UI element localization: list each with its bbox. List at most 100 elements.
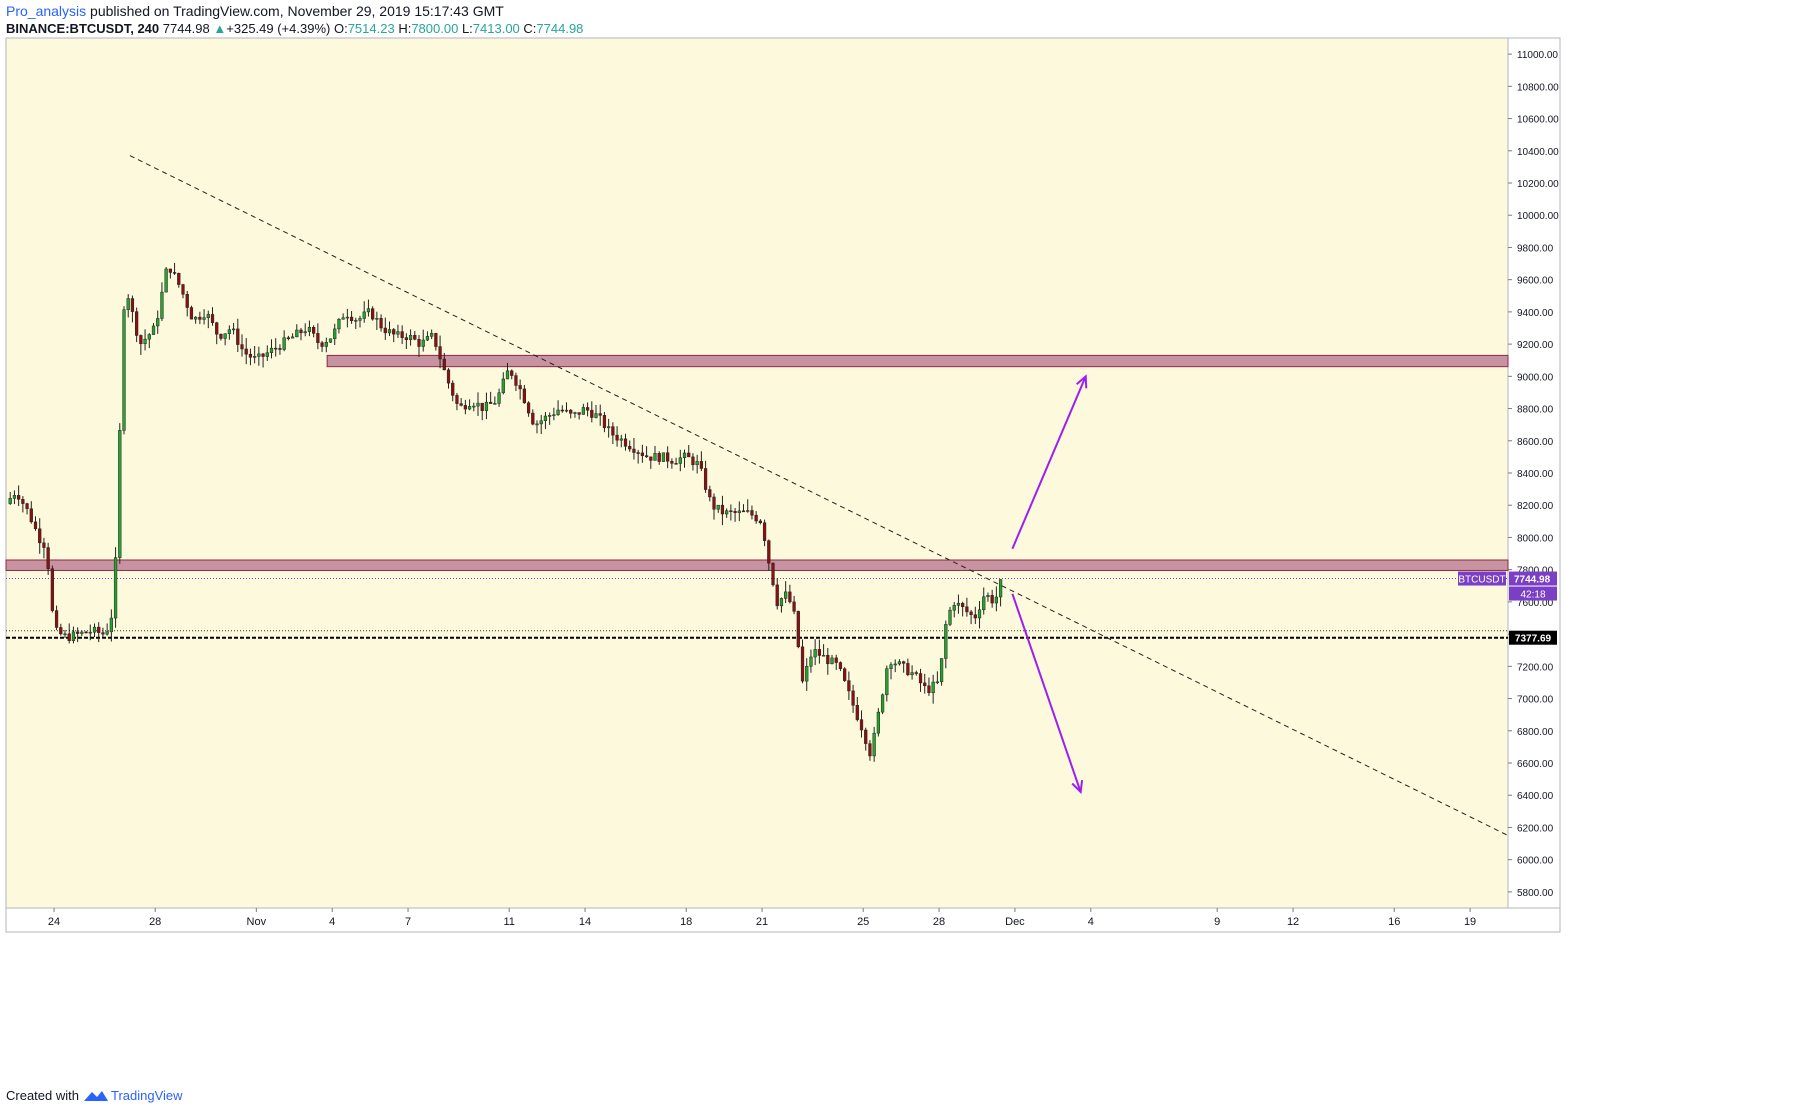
candle-body [708, 489, 712, 498]
candle-body [151, 325, 156, 335]
y-tick-label: 9000.00 [1517, 372, 1554, 383]
candle-body [577, 412, 581, 415]
candle-body [54, 610, 59, 628]
candle-body [413, 335, 417, 340]
candle-body [834, 657, 838, 663]
candle-body [295, 329, 299, 338]
candle-body [851, 690, 855, 706]
candle-body [67, 633, 71, 642]
candle-body [189, 307, 194, 320]
created-with-text: Created with [6, 1088, 79, 1103]
y-tick-label: 8200.00 [1517, 501, 1554, 512]
candle-body [105, 631, 109, 635]
candle-body [88, 631, 92, 634]
candle-body [147, 334, 151, 340]
last-price-tag [1509, 571, 1557, 586]
x-tick-label: 21 [756, 916, 768, 928]
candle-body [126, 298, 130, 311]
candle-body [821, 654, 826, 657]
low-value: 7413.00 [472, 21, 520, 36]
candle-body [948, 609, 952, 625]
candle-body [670, 460, 674, 464]
candle-body [872, 732, 876, 757]
candle-body [784, 591, 788, 599]
symbol-tag-label: BTCUSDT [1458, 575, 1505, 586]
candle-body [442, 358, 446, 371]
candle-body [910, 672, 914, 676]
y-tick-label: 10000.00 [1517, 211, 1559, 222]
candle-body [767, 540, 771, 564]
candle-body [998, 579, 1003, 598]
candle-body [366, 308, 371, 313]
candle-body [484, 401, 489, 411]
publish-text: published on TradingView.com, November 2… [90, 3, 504, 19]
x-tick-label: 7 [405, 916, 411, 928]
candle-body [935, 681, 939, 684]
candle-body [46, 547, 50, 569]
candle-body [864, 729, 868, 744]
candle-body [754, 514, 758, 522]
candle-body [703, 468, 708, 490]
candles [8, 262, 1003, 762]
x-tick-label: 28 [149, 916, 161, 928]
candle-body [661, 452, 666, 462]
candle-body [733, 511, 737, 513]
candle-body [569, 409, 573, 414]
candle-body [497, 392, 501, 404]
candle-body [691, 456, 695, 466]
candle-body [417, 339, 421, 347]
candle-body [97, 626, 101, 633]
candle-body [737, 510, 741, 513]
candle-body [897, 661, 902, 665]
y-tick-label: 9600.00 [1517, 276, 1554, 287]
candle-body [573, 412, 577, 414]
countdown-tag [1509, 586, 1557, 601]
candle-body [548, 415, 552, 417]
candle-body [623, 438, 628, 447]
candle-body [539, 420, 543, 425]
candle-body [215, 322, 219, 335]
candle-body [535, 423, 539, 426]
candle-body [172, 272, 177, 274]
candle-body [316, 333, 320, 344]
y-tick-label: 11000.00 [1517, 50, 1558, 61]
bullish-arrow [1011, 375, 1087, 550]
candle-body [459, 403, 463, 406]
candle-body [438, 346, 442, 360]
candle-body [240, 344, 244, 350]
candle-body [510, 370, 514, 376]
time-axis [5, 907, 1561, 933]
y-tick-label: 9400.00 [1517, 308, 1554, 319]
candle-body [118, 430, 122, 558]
candle-body [602, 415, 607, 429]
high-value: 7800.00 [411, 21, 459, 36]
tradingview-link[interactable]: TradingView [110, 1088, 183, 1103]
candle-body [889, 664, 893, 669]
candle-body [451, 382, 455, 396]
x-tick-label: 11 [503, 916, 514, 928]
author-link[interactable]: Pro_analysis [6, 3, 87, 19]
candle-body [198, 316, 202, 320]
y-tick-label: 6200.00 [1517, 823, 1554, 834]
candle-body [961, 602, 965, 608]
candle-body [219, 333, 223, 339]
price-change: +325.49 (+4.39%) [226, 21, 331, 36]
candle-body [80, 631, 84, 634]
candle-body [611, 426, 615, 436]
candle-body [741, 510, 746, 513]
publish-info: Pro_analysis published on TradingView.co… [6, 3, 504, 19]
candle-body [640, 452, 644, 456]
y-tick-label: 8600.00 [1517, 437, 1554, 448]
candle-body [400, 331, 404, 338]
candle-body [101, 632, 105, 635]
x-tick-label: 28 [933, 916, 945, 928]
candle-body [514, 375, 518, 386]
candle-body [177, 272, 181, 285]
candle-body [472, 405, 476, 408]
candle-body [12, 495, 17, 499]
high-label: H: [398, 21, 412, 36]
x-tick-label: 12 [1287, 916, 1299, 928]
candle-body [274, 347, 278, 350]
y-tick-label: 8000.00 [1517, 533, 1554, 544]
